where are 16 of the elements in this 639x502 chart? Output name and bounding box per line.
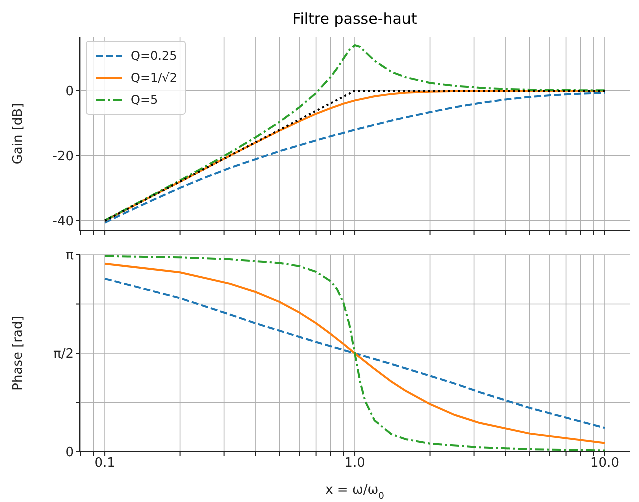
x-tick-label: 1.0 (344, 456, 366, 472)
y-axis-title: Phase [rad] (11, 316, 26, 391)
y-axis-title: Gain [dB] (11, 103, 26, 165)
legend-label: Q=1/√2 (131, 70, 178, 87)
chart-title: Filtre passe-haut (292, 10, 418, 28)
y-tick-label: 0 (66, 446, 74, 461)
y-tick-label: π/2 (54, 347, 74, 362)
y-tick-label: -20 (52, 150, 74, 165)
x-axis-title: x = ω/ω$_{0}$ (326, 483, 385, 502)
y-tick-label: -40 (52, 214, 74, 230)
x-tick-label: 0.1 (94, 456, 116, 472)
x-tick-label: 10.0 (590, 456, 620, 472)
y-tick-label: 0 (66, 84, 74, 100)
legend-label: Q=0.25 (131, 48, 178, 65)
legend-label: Q=5 (131, 92, 158, 109)
y-tick-label: π (66, 248, 74, 264)
